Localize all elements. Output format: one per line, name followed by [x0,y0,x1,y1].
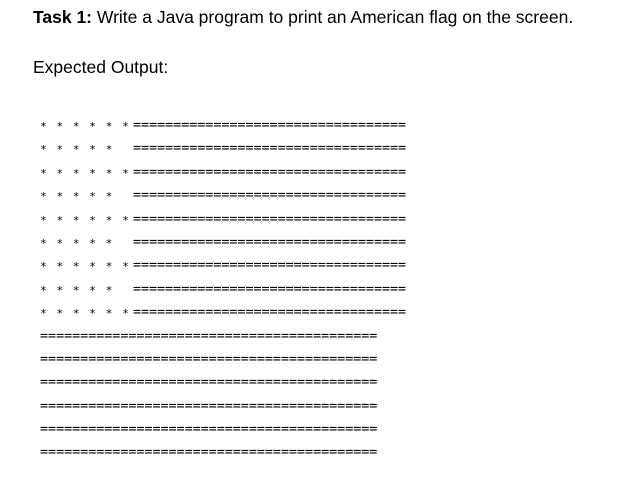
flag-row: ========================================… [40,399,522,422]
flag-row: * * * * * ===============================… [40,188,522,211]
flag-row: ========================================… [40,445,522,468]
flag-row: * * * * * * =============================… [40,305,522,328]
flag-stripe: ================================== [133,141,407,157]
flag-stripe: ================================== [133,234,407,250]
flag-row: * * * * * * =============================… [40,165,522,188]
task-label: Task 1: [33,7,93,27]
expected-output-label: Expected Output: [33,57,169,77]
flag-stripe: ========================================… [40,328,378,344]
flag-stars: * * * * * [40,236,115,250]
flag-row: * * * * * ===============================… [40,282,522,305]
flag-stars: * * * * * * [40,260,131,274]
flag-row: ========================================… [40,352,522,375]
flag-stars: * * * * * [40,143,115,157]
flag-stripe: ================================== [133,118,407,133]
flag-row: * * * * * ===============================… [40,141,522,164]
flag-stripe: ================================== [133,281,407,297]
flag-row: ========================================… [40,422,522,445]
flag-stripe: ========================================… [40,445,378,461]
flag-stripe: ================================== [133,164,407,180]
flag-stripe: ================================== [133,305,407,321]
flag-output-block: * * * * * * =============================… [40,118,522,469]
flag-stripe: ================================== [133,258,407,274]
flag-row: ========================================… [40,329,522,352]
task-heading: Task 1: Write a Java program to print an… [33,6,573,28]
flag-stripe: ========================================… [40,398,378,414]
flag-stripe: ================================== [133,211,407,227]
flag-row: * * * * * * =============================… [40,212,522,235]
flag-stars: * * * * * * [40,213,131,227]
flag-stripe: ========================================… [40,375,378,391]
flag-stars: * * * * * [40,190,115,204]
flag-stripe: ========================================… [40,422,378,438]
flag-stars: * * * * * * [40,307,131,321]
flag-row: * * * * * * =============================… [40,258,522,281]
task-description: Write a Java program to print an America… [92,7,574,27]
flag-stripe: ================================== [133,188,407,204]
flag-row: ========================================… [40,375,522,398]
flag-stars: * * * * * * [40,120,131,133]
flag-row: * * * * * ===============================… [40,235,522,258]
flag-stripe: ========================================… [40,351,378,367]
flag-stars: * * * * * [40,283,115,297]
flag-row: * * * * * * =============================… [40,118,522,141]
flag-stars: * * * * * * [40,166,131,180]
